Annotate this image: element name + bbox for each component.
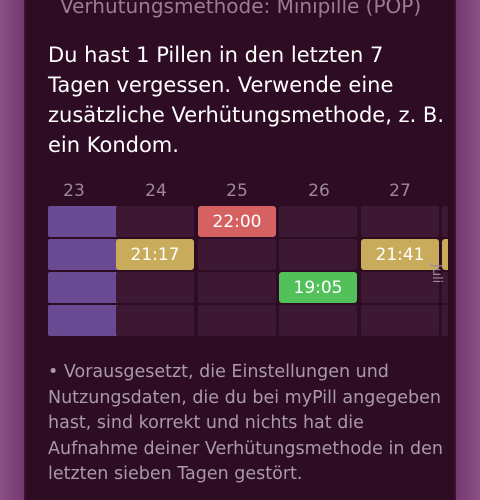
calendar-cell [116, 272, 194, 303]
calendar-cell [48, 206, 126, 237]
day-label-25: 25 [226, 181, 248, 201]
pill-entry-delayed[interactable]: 21:41 [361, 239, 439, 270]
calendar-cell [198, 272, 276, 303]
day-label-24: 24 [145, 181, 167, 201]
month-side-tab[interactable]: Juli [429, 264, 444, 284]
calendar-cell [48, 239, 126, 270]
missed-pill-warning: Du hast 1 Pillen in den letzten 7 Tagen … [48, 43, 445, 157]
calendar-cell [116, 305, 194, 336]
day-label-27: 27 [389, 181, 411, 201]
method-title: Verhütungsmethode: Minipille (POP) [60, 0, 422, 18]
calendar-cell [116, 206, 194, 237]
calendar-cell [361, 272, 439, 303]
pill-entry-partial[interactable] [442, 239, 448, 270]
calendar-cell [48, 272, 126, 303]
calendar-cell [279, 239, 357, 270]
calendar-cell [442, 206, 448, 237]
pill-entry-late[interactable]: 22:00 [198, 206, 276, 237]
day-label-23: 23 [63, 181, 85, 201]
calendar-cell [361, 305, 439, 336]
pill-entry-delayed[interactable]: 21:17 [116, 239, 194, 270]
day-label-26: 26 [308, 181, 330, 201]
calendar-cell [48, 305, 126, 336]
calendar-cell [279, 305, 357, 336]
calendar-cell [442, 305, 448, 336]
pill-calendar-grid[interactable]: 22:00 21:17 21:41 19:05 [48, 206, 448, 338]
pill-entry-on-time[interactable]: 19:05 [279, 272, 357, 303]
calendar-cell [198, 239, 276, 270]
calendar-cell [198, 305, 276, 336]
disclaimer-footnote: • Vorausgesetzt, die Einstellungen und N… [48, 362, 443, 484]
calendar-cell [279, 206, 357, 237]
calendar-cell [442, 272, 448, 303]
calendar-cell [361, 206, 439, 237]
